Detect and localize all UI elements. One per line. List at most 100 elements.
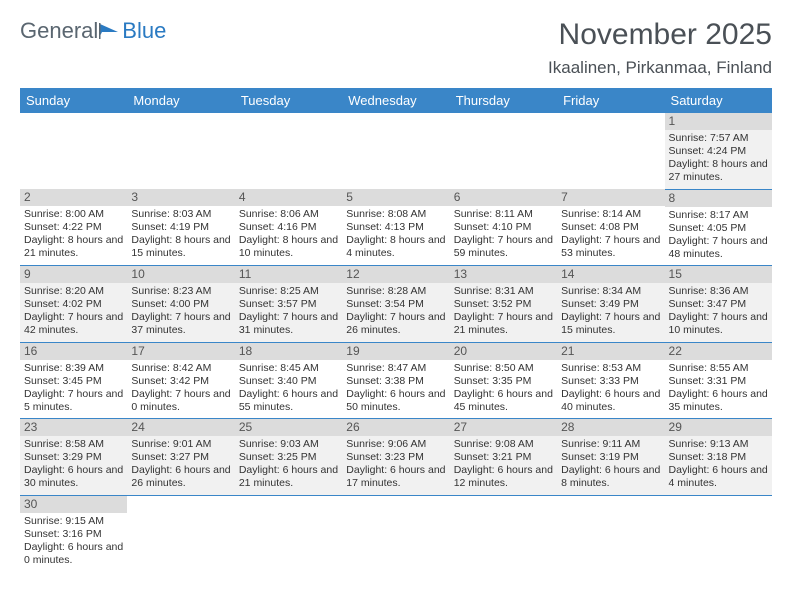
sunrise-text: Sunrise: 8:23 AM xyxy=(131,285,230,298)
day-cell: 18Sunrise: 8:45 AMSunset: 3:40 PMDayligh… xyxy=(235,342,342,419)
day-cell xyxy=(665,495,772,571)
day-number: 14 xyxy=(557,266,664,283)
day-number: 18 xyxy=(235,343,342,360)
col-wednesday: Wednesday xyxy=(342,88,449,113)
sunrise-text: Sunrise: 8:14 AM xyxy=(561,208,660,221)
day-cell: 30Sunrise: 9:15 AMSunset: 3:16 PMDayligh… xyxy=(20,495,127,571)
day-cell: 7Sunrise: 8:14 AMSunset: 4:08 PMDaylight… xyxy=(557,189,664,266)
day-number: 9 xyxy=(20,266,127,283)
day-number: 15 xyxy=(665,266,772,283)
daylight-text: Daylight: 7 hours and 5 minutes. xyxy=(24,388,123,414)
day-cell: 26Sunrise: 9:06 AMSunset: 3:23 PMDayligh… xyxy=(342,419,449,496)
sunset-text: Sunset: 3:47 PM xyxy=(669,298,768,311)
daylight-text: Daylight: 6 hours and 50 minutes. xyxy=(346,388,445,414)
sunset-text: Sunset: 3:29 PM xyxy=(24,451,123,464)
sunset-text: Sunset: 3:33 PM xyxy=(561,375,660,388)
sunset-text: Sunset: 3:42 PM xyxy=(131,375,230,388)
day-number: 21 xyxy=(557,343,664,360)
day-number: 30 xyxy=(20,496,127,513)
day-cell: 9Sunrise: 8:20 AMSunset: 4:02 PMDaylight… xyxy=(20,266,127,343)
week-row: 2Sunrise: 8:00 AMSunset: 4:22 PMDaylight… xyxy=(20,189,772,266)
logo-blue: Blue xyxy=(122,18,166,44)
day-number: 5 xyxy=(342,189,449,206)
daylight-text: Daylight: 6 hours and 12 minutes. xyxy=(454,464,553,490)
sunset-text: Sunset: 3:27 PM xyxy=(131,451,230,464)
sunset-text: Sunset: 3:52 PM xyxy=(454,298,553,311)
sunrise-text: Sunrise: 8:34 AM xyxy=(561,285,660,298)
daylight-text: Daylight: 6 hours and 26 minutes. xyxy=(131,464,230,490)
sunset-text: Sunset: 3:57 PM xyxy=(239,298,338,311)
sunset-text: Sunset: 3:31 PM xyxy=(669,375,768,388)
day-cell: 14Sunrise: 8:34 AMSunset: 3:49 PMDayligh… xyxy=(557,266,664,343)
daylight-text: Daylight: 8 hours and 21 minutes. xyxy=(24,234,123,260)
daylight-text: Daylight: 8 hours and 15 minutes. xyxy=(131,234,230,260)
sunrise-text: Sunrise: 9:03 AM xyxy=(239,438,338,451)
day-cell xyxy=(342,495,449,571)
day-cell xyxy=(235,113,342,189)
day-cell: 23Sunrise: 8:58 AMSunset: 3:29 PMDayligh… xyxy=(20,419,127,496)
daylight-text: Daylight: 6 hours and 17 minutes. xyxy=(346,464,445,490)
day-number: 27 xyxy=(450,419,557,436)
sunset-text: Sunset: 3:40 PM xyxy=(239,375,338,388)
week-row: 23Sunrise: 8:58 AMSunset: 3:29 PMDayligh… xyxy=(20,419,772,496)
logo-general: General xyxy=(20,18,98,44)
day-cell: 11Sunrise: 8:25 AMSunset: 3:57 PMDayligh… xyxy=(235,266,342,343)
daylight-text: Daylight: 7 hours and 21 minutes. xyxy=(454,311,553,337)
sunset-text: Sunset: 4:08 PM xyxy=(561,221,660,234)
day-cell: 29Sunrise: 9:13 AMSunset: 3:18 PMDayligh… xyxy=(665,419,772,496)
day-cell: 1Sunrise: 7:57 AMSunset: 4:24 PMDaylight… xyxy=(665,113,772,189)
calendar-table: Sunday Monday Tuesday Wednesday Thursday… xyxy=(20,88,772,571)
daylight-text: Daylight: 6 hours and 45 minutes. xyxy=(454,388,553,414)
day-cell xyxy=(557,495,664,571)
day-number: 4 xyxy=(235,189,342,206)
sunrise-text: Sunrise: 9:08 AM xyxy=(454,438,553,451)
day-cell: 3Sunrise: 8:03 AMSunset: 4:19 PMDaylight… xyxy=(127,189,234,266)
day-number: 29 xyxy=(665,419,772,436)
sunset-text: Sunset: 3:21 PM xyxy=(454,451,553,464)
sunset-text: Sunset: 3:19 PM xyxy=(561,451,660,464)
day-number: 20 xyxy=(450,343,557,360)
col-tuesday: Tuesday xyxy=(235,88,342,113)
daylight-text: Daylight: 8 hours and 27 minutes. xyxy=(669,158,768,184)
sunset-text: Sunset: 4:00 PM xyxy=(131,298,230,311)
daylight-text: Daylight: 7 hours and 59 minutes. xyxy=(454,234,553,260)
sunset-text: Sunset: 3:23 PM xyxy=(346,451,445,464)
sunset-text: Sunset: 4:24 PM xyxy=(669,145,768,158)
sunset-text: Sunset: 3:54 PM xyxy=(346,298,445,311)
daylight-text: Daylight: 7 hours and 42 minutes. xyxy=(24,311,123,337)
sunset-text: Sunset: 3:18 PM xyxy=(669,451,768,464)
day-number: 7 xyxy=(557,189,664,206)
day-number: 22 xyxy=(665,343,772,360)
day-number: 11 xyxy=(235,266,342,283)
sunrise-text: Sunrise: 9:06 AM xyxy=(346,438,445,451)
day-cell: 17Sunrise: 8:42 AMSunset: 3:42 PMDayligh… xyxy=(127,342,234,419)
sunrise-text: Sunrise: 8:31 AM xyxy=(454,285,553,298)
daylight-text: Daylight: 8 hours and 4 minutes. xyxy=(346,234,445,260)
day-cell: 19Sunrise: 8:47 AMSunset: 3:38 PMDayligh… xyxy=(342,342,449,419)
daylight-text: Daylight: 7 hours and 37 minutes. xyxy=(131,311,230,337)
day-number: 25 xyxy=(235,419,342,436)
title-block: November 2025 Ikaalinen, Pirkanmaa, Finl… xyxy=(548,18,772,78)
day-cell xyxy=(450,495,557,571)
day-cell xyxy=(450,113,557,189)
sunrise-text: Sunrise: 8:47 AM xyxy=(346,362,445,375)
day-number: 17 xyxy=(127,343,234,360)
logo: General Blue xyxy=(20,18,166,44)
sunset-text: Sunset: 3:49 PM xyxy=(561,298,660,311)
header: General Blue November 2025 Ikaalinen, Pi… xyxy=(20,18,772,78)
week-row: 16Sunrise: 8:39 AMSunset: 3:45 PMDayligh… xyxy=(20,342,772,419)
sunrise-text: Sunrise: 8:53 AM xyxy=(561,362,660,375)
sunrise-text: Sunrise: 9:11 AM xyxy=(561,438,660,451)
day-cell: 22Sunrise: 8:55 AMSunset: 3:31 PMDayligh… xyxy=(665,342,772,419)
daylight-text: Daylight: 7 hours and 10 minutes. xyxy=(669,311,768,337)
sunset-text: Sunset: 3:25 PM xyxy=(239,451,338,464)
day-number: 6 xyxy=(450,189,557,206)
day-cell: 15Sunrise: 8:36 AMSunset: 3:47 PMDayligh… xyxy=(665,266,772,343)
sunset-text: Sunset: 4:19 PM xyxy=(131,221,230,234)
daylight-text: Daylight: 8 hours and 10 minutes. xyxy=(239,234,338,260)
day-cell: 4Sunrise: 8:06 AMSunset: 4:16 PMDaylight… xyxy=(235,189,342,266)
sunset-text: Sunset: 4:10 PM xyxy=(454,221,553,234)
sunrise-text: Sunrise: 8:11 AM xyxy=(454,208,553,221)
sunrise-text: Sunrise: 8:25 AM xyxy=(239,285,338,298)
page-title: November 2025 xyxy=(548,18,772,52)
